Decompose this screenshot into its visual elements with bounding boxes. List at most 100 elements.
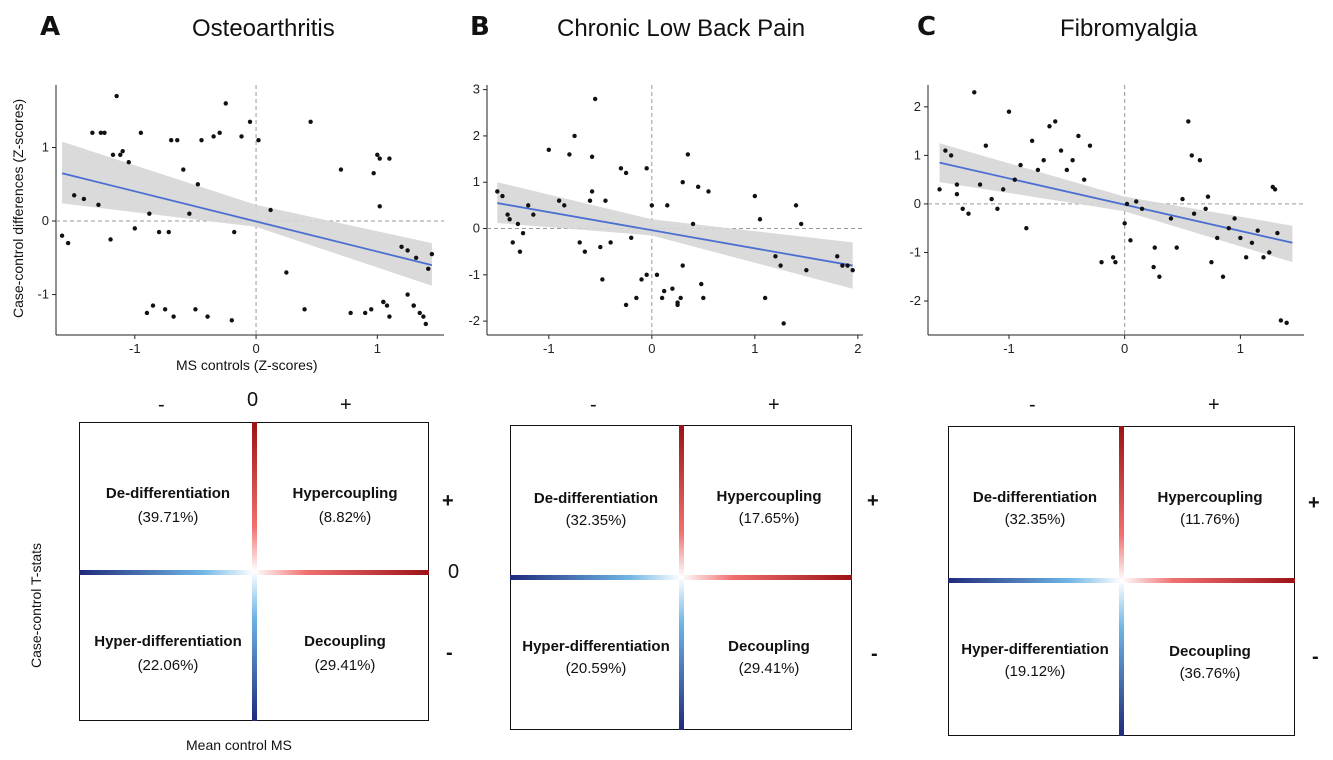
data-point — [1099, 259, 1104, 265]
data-point — [966, 211, 971, 216]
data-point — [1261, 255, 1266, 260]
y-tick-label: 1 — [914, 147, 921, 162]
quadrant-c-bottom-right-pct: (36.76%) — [1179, 665, 1241, 682]
scatter-plot-chronic-low-back-pain: -1 0 1 2 -2 -1 0 1 2 3 — [468, 82, 863, 356]
data-point — [520, 230, 526, 236]
data-point — [587, 198, 593, 203]
data-point — [634, 295, 639, 301]
data-point — [706, 189, 711, 194]
data-point — [515, 221, 521, 227]
data-point — [600, 277, 605, 282]
scatter-plot-fibromyalgia: -1 0 1 -2 -1 0 1 2 — [909, 85, 1304, 356]
quadrant-c-top-right-pct: (11.76%) — [1180, 511, 1240, 528]
x-axis-label-a: MS controls (Z-scores) — [176, 357, 318, 373]
data-point — [644, 166, 649, 171]
x-tick-label: -1 — [129, 341, 141, 356]
regression-line — [939, 161, 1293, 244]
data-point — [375, 152, 380, 158]
data-point — [126, 160, 131, 165]
x-tick-label: -1 — [1003, 341, 1015, 356]
y-tick-label: -2 — [909, 293, 921, 308]
data-point — [695, 184, 701, 190]
x-tick-label: 1 — [1237, 341, 1244, 356]
data-point — [757, 217, 763, 222]
data-point — [199, 137, 204, 143]
y-tick-label: 1 — [42, 140, 49, 155]
data-point — [1152, 245, 1157, 250]
data-point — [426, 266, 431, 272]
data-point — [1064, 167, 1070, 173]
data-point — [1278, 318, 1284, 323]
data-point — [1124, 201, 1130, 207]
data-point — [413, 255, 419, 260]
data-point — [517, 249, 523, 254]
quadrant-c-top-left-label: De-differentiation — [972, 489, 1098, 506]
data-point — [1189, 153, 1194, 158]
data-point — [205, 314, 210, 319]
data-point — [384, 303, 390, 308]
y-tick-label: -1 — [909, 244, 921, 259]
data-point — [840, 263, 845, 268]
data-point — [526, 203, 531, 208]
data-point — [387, 156, 392, 161]
y-tick-label: 0 — [42, 213, 49, 228]
x-tick-label: 0 — [648, 341, 655, 356]
data-point — [937, 187, 942, 192]
data-point — [690, 221, 696, 227]
quadrant-y-axis-label: Case-control T-stats — [28, 542, 44, 668]
data-point — [247, 119, 253, 124]
data-point — [623, 170, 629, 176]
quadrant-b-vertical-axis — [679, 425, 684, 730]
data-point — [644, 272, 649, 278]
data-point — [223, 101, 228, 106]
data-point — [685, 152, 691, 157]
data-point — [71, 193, 77, 198]
confidence-band — [62, 141, 432, 286]
quadrant-c-vertical-axis — [1119, 426, 1124, 736]
data-point — [773, 254, 778, 259]
quadrant-a-bottom-right-label: Decoupling — [304, 633, 386, 650]
x-tick-label: 2 — [854, 341, 861, 356]
data-point — [348, 310, 353, 316]
data-point — [1267, 250, 1272, 255]
data-point — [781, 321, 786, 326]
data-point — [171, 314, 176, 319]
data-point — [850, 267, 855, 273]
quadrant-c-bottom-left-label: Hyper-differentiation — [961, 641, 1109, 658]
data-point — [187, 211, 192, 216]
data-point — [507, 217, 512, 222]
data-point — [377, 204, 382, 209]
quadrant-axes-b — [510, 425, 852, 730]
quadrant-b-bottom-right-label: Decoupling — [728, 638, 810, 655]
data-point — [232, 229, 237, 235]
data-point — [1058, 148, 1064, 153]
data-point — [175, 137, 180, 143]
data-point — [1191, 211, 1197, 216]
quadrant-b-top-left-pct: (32.35%) — [565, 512, 627, 529]
quadrant-a-bottom-left-pct: (22.06%) — [137, 657, 199, 674]
data-point — [589, 154, 595, 159]
data-point — [608, 240, 613, 245]
data-point — [114, 93, 119, 99]
data-point — [618, 166, 624, 171]
quadrant-a-row-plus: + — [442, 490, 454, 512]
y-tick-label: 2 — [914, 99, 921, 114]
data-point — [387, 314, 392, 319]
data-point — [411, 303, 416, 308]
data-point — [120, 148, 125, 154]
data-point — [65, 240, 71, 246]
data-point — [268, 207, 273, 213]
data-point — [421, 314, 426, 319]
data-point — [239, 134, 244, 139]
data-point — [556, 198, 562, 203]
data-point — [371, 171, 376, 176]
data-point — [639, 277, 644, 282]
data-point — [778, 263, 783, 268]
data-point — [960, 206, 965, 211]
data-point — [1157, 274, 1162, 279]
data-point — [1197, 158, 1203, 163]
data-point — [1081, 177, 1087, 182]
data-point — [302, 307, 307, 312]
data-point — [102, 130, 107, 135]
data-point — [977, 182, 983, 187]
